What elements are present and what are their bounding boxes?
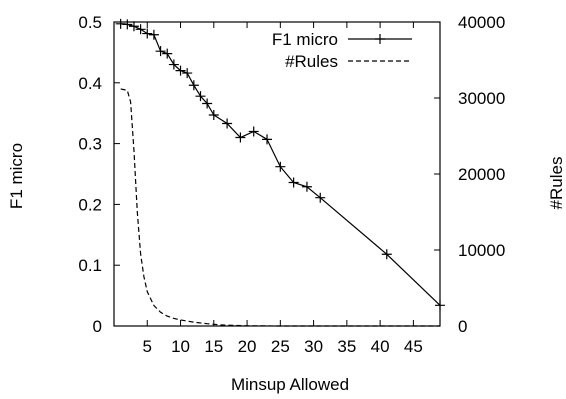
legend-marker	[375, 34, 385, 44]
x-tick-label: 20	[238, 337, 257, 356]
x-tick-label: 40	[371, 337, 390, 356]
x-tick-label: 30	[304, 337, 323, 356]
y-tick-label: 0.1	[78, 256, 102, 275]
y2-tick-label: 0	[458, 317, 467, 336]
y-axis-label: F1 micro	[7, 143, 26, 209]
series-line-2	[120, 88, 440, 327]
x-tick-label: 45	[404, 337, 423, 356]
data-point	[182, 68, 193, 79]
data-point	[262, 134, 273, 145]
y2-tick-label: 40000	[458, 13, 505, 32]
data-point	[301, 181, 312, 192]
data-point	[315, 192, 326, 203]
y2-tick-label: 30000	[458, 89, 505, 108]
data-point	[235, 132, 246, 143]
data-point	[148, 29, 159, 40]
plot-frame	[113, 21, 441, 327]
y-tick-label: 0.3	[78, 135, 102, 154]
data-point	[175, 65, 186, 76]
x-tick-label: 10	[171, 337, 190, 356]
data-point	[275, 161, 286, 172]
data-point	[288, 177, 299, 188]
data-point	[122, 19, 133, 30]
data-point	[135, 24, 146, 35]
plot-axes	[113, 21, 441, 327]
y-tick-label: 0.4	[78, 74, 102, 93]
x-tick-label: 5	[143, 337, 152, 356]
y-tick-label: 0.5	[78, 13, 102, 32]
data-point	[115, 18, 126, 29]
data-point	[208, 110, 219, 121]
y-tick-label: 0.2	[78, 195, 102, 214]
y2-axis-label: #Rules	[547, 157, 566, 210]
series-layer	[115, 18, 445, 327]
legend: F1 micro #Rules	[272, 30, 412, 71]
tick-labels: 5 10 15 20 25 30 35 40 45 0 0.1 0.2 0.3 0.4 0.5 0 10000 2…	[78, 13, 505, 356]
data-point	[188, 80, 199, 91]
y-tick-label: 0	[93, 317, 102, 336]
x-tick-label: 15	[204, 337, 223, 356]
legend-label: F1 micro	[272, 30, 338, 49]
data-point	[155, 46, 166, 57]
data-point	[195, 91, 206, 102]
data-point	[162, 48, 173, 59]
data-point	[381, 249, 392, 260]
data-point	[435, 300, 445, 311]
data-point	[128, 21, 139, 32]
x-tick-label: 25	[271, 337, 290, 356]
x-axis-label: Minsup Allowed	[231, 375, 349, 394]
y2-tick-label: 10000	[458, 241, 505, 260]
data-point	[142, 28, 153, 39]
legend-label: #Rules	[285, 52, 338, 71]
y2-tick-label: 20000	[458, 165, 505, 184]
x-tick-label: 35	[337, 337, 356, 356]
data-point	[168, 59, 179, 70]
data-point	[202, 98, 213, 109]
data-point	[222, 118, 233, 129]
data-point	[248, 126, 259, 137]
